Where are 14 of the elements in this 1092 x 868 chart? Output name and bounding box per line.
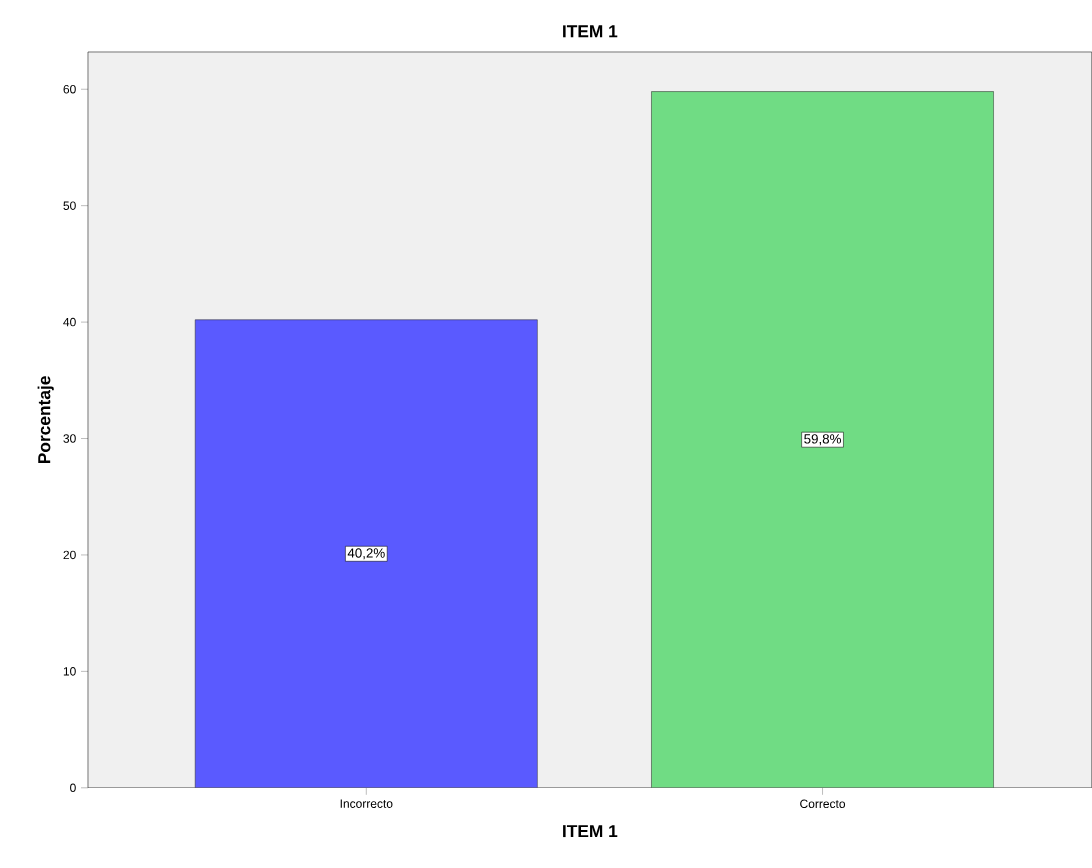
y-tick-label: 60 <box>63 85 76 94</box>
x-axis-title: ITEM 1 <box>563 825 618 838</box>
data-label: 40,2% <box>347 548 385 560</box>
y-tick-label: 50 <box>63 201 76 211</box>
x-tick-label: Incorrecto <box>340 799 393 808</box>
y-tick-label: 10 <box>63 667 76 676</box>
chart-title: ITEM 1 <box>563 25 618 38</box>
y-tick-label: 20 <box>63 550 76 560</box>
y-tick-label: 40 <box>63 317 76 327</box>
y-tick-label: 30 <box>63 434 76 443</box>
data-label: 59,8% <box>804 434 841 446</box>
y-axis-title: Porcentaje <box>37 376 54 464</box>
x-tick-label: Correcto <box>800 799 846 809</box>
y-tick-label: 0 <box>70 783 76 793</box>
